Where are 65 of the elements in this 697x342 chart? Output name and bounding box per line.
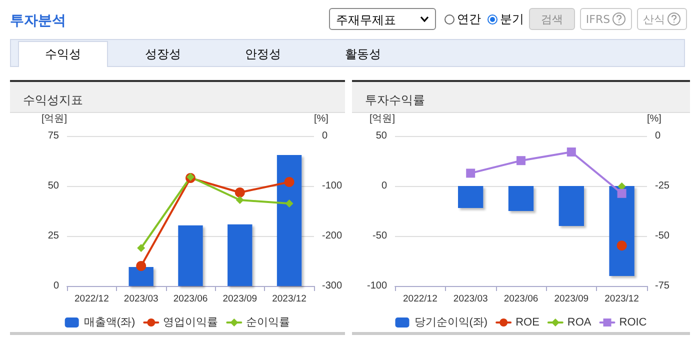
text: 안정성 [244, 46, 282, 62]
text: 수익성 [18, 41, 108, 67]
legend-label: ROIC [619, 316, 647, 328]
text: 주재무제표 [329, 8, 436, 30]
chart-title: 수익성지표 [23, 93, 83, 107]
point [236, 196, 244, 204]
x-tick-label: 2022/12 [403, 294, 438, 304]
legend-label: 영업이익률 [163, 316, 218, 328]
point [516, 156, 526, 166]
y2-axis-title: [%] [647, 114, 662, 124]
x-tick-label: 2023/03 [124, 294, 158, 304]
y-tick-label: 50 [376, 130, 388, 142]
legend-label: ROE [516, 316, 540, 328]
legend-label: 매출액(좌) [84, 316, 136, 328]
x-tick-label: 2023/03 [453, 294, 488, 304]
x-tick-label: 2023/09 [222, 294, 258, 304]
y-axis-title: [억원] [369, 114, 396, 124]
point [284, 177, 294, 187]
x-tick-label: 2023/06 [504, 294, 538, 304]
y2-axis-title: [%] [314, 114, 329, 124]
legend-label: 당기순이익(좌) [414, 316, 488, 328]
y2-tick-label: 0 [655, 130, 661, 142]
bar [128, 267, 154, 286]
x-tick-label: 2023/12 [272, 294, 306, 304]
point [616, 240, 627, 251]
bar [178, 225, 203, 286]
chart-title: 투자수익률 [365, 93, 425, 107]
y-tick-label: 0 [53, 280, 60, 292]
y2-tick-label: -200 [322, 230, 342, 242]
y2-tick-label: -75 [655, 280, 670, 292]
text: 분기 [500, 11, 524, 28]
y-tick-label: 75 [48, 130, 60, 142]
text: IFRS [580, 8, 632, 30]
point [285, 200, 294, 208]
x-tick-label: 2023/09 [554, 294, 589, 304]
legend-label: 순이익률 [246, 316, 290, 328]
legend-label: ROA [567, 316, 592, 328]
text: 활동성 [344, 46, 382, 62]
point [137, 244, 146, 252]
x-tick-label: 2023/06 [173, 294, 208, 304]
y2-tick-label: -50 [655, 230, 670, 242]
text: 성장성 [144, 46, 182, 62]
point [466, 168, 476, 178]
point [234, 188, 245, 198]
y-tick-label: -50 [372, 230, 388, 242]
text: 산식 [637, 8, 687, 30]
point [617, 188, 626, 198]
y-axis-title: [억원] [41, 114, 68, 124]
y-tick-label: 50 [48, 180, 60, 192]
y2-tick-label: -25 [655, 180, 670, 192]
bar [228, 224, 252, 286]
text: 투자분석 [10, 12, 66, 30]
y2-tick-label: -300 [322, 280, 342, 292]
y2-tick-label: -100 [322, 180, 342, 192]
point [136, 261, 146, 271]
text: 연간 [457, 11, 481, 28]
x-tick-label: 2022/12 [74, 294, 109, 304]
y-tick-label: -100 [366, 280, 388, 292]
y2-tick-label: 0 [322, 130, 328, 142]
y-tick-label: 0 [381, 180, 388, 192]
bar [276, 155, 302, 286]
text: 검색 [529, 8, 575, 30]
y-tick-label: 25 [48, 230, 60, 242]
point [566, 148, 576, 156]
x-tick-label: 2023/12 [604, 294, 639, 304]
